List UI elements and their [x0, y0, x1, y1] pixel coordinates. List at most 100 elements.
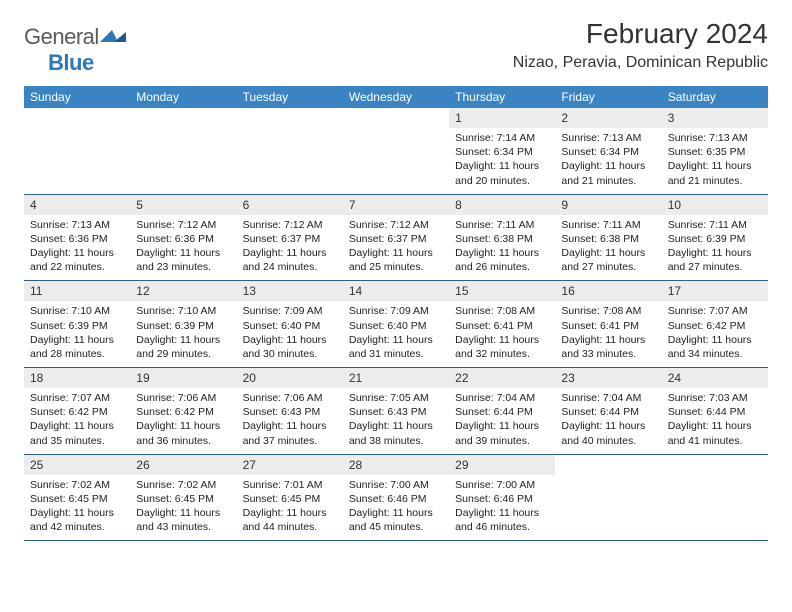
day-number: 25 — [24, 455, 130, 475]
calendar-day-cell: .. — [237, 108, 343, 194]
calendar-day-cell: 24Sunrise: 7:03 AMSunset: 6:44 PMDayligh… — [662, 368, 768, 454]
calendar-day-cell: 27Sunrise: 7:01 AMSunset: 6:45 PMDayligh… — [237, 455, 343, 541]
day-number: 11 — [24, 281, 130, 301]
day-details: Sunrise: 7:13 AMSunset: 6:35 PMDaylight:… — [662, 128, 768, 194]
calendar-day-cell: 15Sunrise: 7:08 AMSunset: 6:41 PMDayligh… — [449, 281, 555, 367]
calendar-day-cell: 16Sunrise: 7:08 AMSunset: 6:41 PMDayligh… — [555, 281, 661, 367]
calendar-day-cell: .. — [555, 455, 661, 541]
day-number: 3 — [662, 108, 768, 128]
day-details: Sunrise: 7:14 AMSunset: 6:34 PMDaylight:… — [449, 128, 555, 194]
day-details: Sunrise: 7:07 AMSunset: 6:42 PMDaylight:… — [662, 301, 768, 367]
day-details: Sunrise: 7:09 AMSunset: 6:40 PMDaylight:… — [237, 301, 343, 367]
logo-mark-icon — [100, 26, 126, 46]
calendar-day-cell: 12Sunrise: 7:10 AMSunset: 6:39 PMDayligh… — [130, 281, 236, 367]
day-details: Sunrise: 7:01 AMSunset: 6:45 PMDaylight:… — [237, 475, 343, 541]
calendar-page: General Blue February 2024 Nizao, Peravi… — [0, 0, 792, 541]
day-number: 12 — [130, 281, 236, 301]
day-details: Sunrise: 7:11 AMSunset: 6:38 PMDaylight:… — [555, 215, 661, 281]
weekday-header: Wednesday — [343, 86, 449, 108]
title-block: February 2024 Nizao, Peravia, Dominican … — [513, 18, 768, 72]
day-details: Sunrise: 7:02 AMSunset: 6:45 PMDaylight:… — [130, 475, 236, 541]
weekday-header: Tuesday — [237, 86, 343, 108]
calendar-day-cell: .. — [130, 108, 236, 194]
day-details: Sunrise: 7:00 AMSunset: 6:46 PMDaylight:… — [343, 475, 449, 541]
day-details: Sunrise: 7:06 AMSunset: 6:43 PMDaylight:… — [237, 388, 343, 454]
day-details: Sunrise: 7:10 AMSunset: 6:39 PMDaylight:… — [24, 301, 130, 367]
calendar-day-cell: .. — [662, 455, 768, 541]
day-number: 21 — [343, 368, 449, 388]
day-number: 5 — [130, 195, 236, 215]
day-details: Sunrise: 7:04 AMSunset: 6:44 PMDaylight:… — [449, 388, 555, 454]
day-number: 20 — [237, 368, 343, 388]
day-details: Sunrise: 7:05 AMSunset: 6:43 PMDaylight:… — [343, 388, 449, 454]
location-subtitle: Nizao, Peravia, Dominican Republic — [513, 54, 768, 72]
calendar-day-cell: 7Sunrise: 7:12 AMSunset: 6:37 PMDaylight… — [343, 195, 449, 281]
page-header: General Blue February 2024 Nizao, Peravi… — [24, 18, 768, 76]
day-number: 28 — [343, 455, 449, 475]
day-number: 15 — [449, 281, 555, 301]
day-details: Sunrise: 7:11 AMSunset: 6:39 PMDaylight:… — [662, 215, 768, 281]
calendar-day-cell: 17Sunrise: 7:07 AMSunset: 6:42 PMDayligh… — [662, 281, 768, 367]
day-number: 7 — [343, 195, 449, 215]
day-details: Sunrise: 7:07 AMSunset: 6:42 PMDaylight:… — [24, 388, 130, 454]
month-title: February 2024 — [513, 18, 768, 50]
calendar-day-cell: 18Sunrise: 7:07 AMSunset: 6:42 PMDayligh… — [24, 368, 130, 454]
calendar-day-cell: 25Sunrise: 7:02 AMSunset: 6:45 PMDayligh… — [24, 455, 130, 541]
calendar-day-cell: 19Sunrise: 7:06 AMSunset: 6:42 PMDayligh… — [130, 368, 236, 454]
calendar-day-cell: 4Sunrise: 7:13 AMSunset: 6:36 PMDaylight… — [24, 195, 130, 281]
day-number: 4 — [24, 195, 130, 215]
day-details: Sunrise: 7:06 AMSunset: 6:42 PMDaylight:… — [130, 388, 236, 454]
brand-logo: General Blue — [24, 18, 126, 76]
day-number: 29 — [449, 455, 555, 475]
calendar-day-cell: 3Sunrise: 7:13 AMSunset: 6:35 PMDaylight… — [662, 108, 768, 194]
calendar-day-cell: 5Sunrise: 7:12 AMSunset: 6:36 PMDaylight… — [130, 195, 236, 281]
calendar-day-cell: 21Sunrise: 7:05 AMSunset: 6:43 PMDayligh… — [343, 368, 449, 454]
calendar-week-row: ........1Sunrise: 7:14 AMSunset: 6:34 PM… — [24, 108, 768, 195]
day-number: 23 — [555, 368, 661, 388]
calendar-week-row: 18Sunrise: 7:07 AMSunset: 6:42 PMDayligh… — [24, 368, 768, 455]
day-number: 2 — [555, 108, 661, 128]
logo-word-general: General — [24, 24, 99, 49]
calendar-day-cell: 29Sunrise: 7:00 AMSunset: 6:46 PMDayligh… — [449, 455, 555, 541]
calendar-day-cell: 26Sunrise: 7:02 AMSunset: 6:45 PMDayligh… — [130, 455, 236, 541]
calendar-day-cell: 20Sunrise: 7:06 AMSunset: 6:43 PMDayligh… — [237, 368, 343, 454]
weekday-header: Sunday — [24, 86, 130, 108]
day-details: Sunrise: 7:12 AMSunset: 6:37 PMDaylight:… — [343, 215, 449, 281]
calendar-day-cell: 13Sunrise: 7:09 AMSunset: 6:40 PMDayligh… — [237, 281, 343, 367]
calendar-day-cell: 10Sunrise: 7:11 AMSunset: 6:39 PMDayligh… — [662, 195, 768, 281]
calendar-day-cell: 1Sunrise: 7:14 AMSunset: 6:34 PMDaylight… — [449, 108, 555, 194]
day-number: 27 — [237, 455, 343, 475]
day-number: 8 — [449, 195, 555, 215]
logo-word-blue: Blue — [48, 50, 94, 75]
day-number: 18 — [24, 368, 130, 388]
day-number: 13 — [237, 281, 343, 301]
day-details: Sunrise: 7:08 AMSunset: 6:41 PMDaylight:… — [555, 301, 661, 367]
day-details: Sunrise: 7:13 AMSunset: 6:34 PMDaylight:… — [555, 128, 661, 194]
day-details: Sunrise: 7:08 AMSunset: 6:41 PMDaylight:… — [449, 301, 555, 367]
calendar-day-cell: 14Sunrise: 7:09 AMSunset: 6:40 PMDayligh… — [343, 281, 449, 367]
day-details: Sunrise: 7:13 AMSunset: 6:36 PMDaylight:… — [24, 215, 130, 281]
day-number: 9 — [555, 195, 661, 215]
weekday-header: Saturday — [662, 86, 768, 108]
weekday-header: Thursday — [449, 86, 555, 108]
day-details: Sunrise: 7:04 AMSunset: 6:44 PMDaylight:… — [555, 388, 661, 454]
calendar-grid: SundayMondayTuesdayWednesdayThursdayFrid… — [24, 86, 768, 541]
day-number: 1 — [449, 108, 555, 128]
calendar-day-cell: .. — [24, 108, 130, 194]
calendar-day-cell: 28Sunrise: 7:00 AMSunset: 6:46 PMDayligh… — [343, 455, 449, 541]
day-details: Sunrise: 7:09 AMSunset: 6:40 PMDaylight:… — [343, 301, 449, 367]
calendar-day-cell: 9Sunrise: 7:11 AMSunset: 6:38 PMDaylight… — [555, 195, 661, 281]
day-details: Sunrise: 7:10 AMSunset: 6:39 PMDaylight:… — [130, 301, 236, 367]
day-number: 17 — [662, 281, 768, 301]
day-number: 19 — [130, 368, 236, 388]
calendar-week-row: 4Sunrise: 7:13 AMSunset: 6:36 PMDaylight… — [24, 195, 768, 282]
day-number: 14 — [343, 281, 449, 301]
calendar-day-cell: 11Sunrise: 7:10 AMSunset: 6:39 PMDayligh… — [24, 281, 130, 367]
day-details: Sunrise: 7:03 AMSunset: 6:44 PMDaylight:… — [662, 388, 768, 454]
day-number: 10 — [662, 195, 768, 215]
calendar-day-cell: 6Sunrise: 7:12 AMSunset: 6:37 PMDaylight… — [237, 195, 343, 281]
day-details: Sunrise: 7:02 AMSunset: 6:45 PMDaylight:… — [24, 475, 130, 541]
day-number: 6 — [237, 195, 343, 215]
calendar-week-row: 11Sunrise: 7:10 AMSunset: 6:39 PMDayligh… — [24, 281, 768, 368]
weekday-header-row: SundayMondayTuesdayWednesdayThursdayFrid… — [24, 86, 768, 108]
